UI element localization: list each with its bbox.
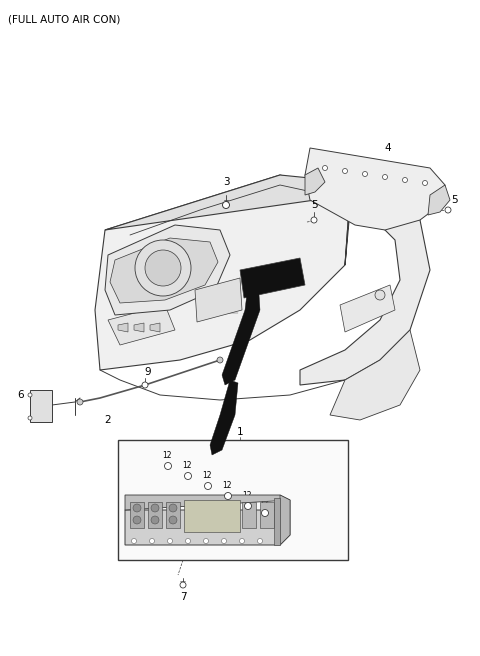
Polygon shape: [210, 380, 238, 455]
Circle shape: [225, 493, 231, 499]
Polygon shape: [274, 498, 280, 545]
Circle shape: [151, 516, 159, 524]
Circle shape: [383, 174, 387, 180]
Polygon shape: [195, 278, 242, 322]
Text: 12: 12: [222, 482, 231, 491]
Polygon shape: [305, 148, 445, 230]
Circle shape: [169, 504, 177, 512]
Text: 3: 3: [223, 177, 229, 187]
Text: (FULL AUTO AIR CON): (FULL AUTO AIR CON): [8, 14, 120, 24]
Circle shape: [217, 357, 223, 363]
Circle shape: [77, 399, 83, 405]
Text: 2: 2: [105, 415, 111, 425]
Polygon shape: [305, 168, 325, 195]
Polygon shape: [125, 495, 290, 510]
Polygon shape: [428, 185, 450, 215]
Circle shape: [133, 516, 141, 524]
Circle shape: [343, 169, 348, 173]
Polygon shape: [125, 500, 290, 545]
Circle shape: [28, 393, 32, 397]
Text: 1: 1: [237, 427, 243, 437]
Text: 4: 4: [384, 143, 391, 153]
Circle shape: [169, 516, 177, 524]
Circle shape: [422, 180, 428, 186]
Polygon shape: [105, 225, 230, 315]
Polygon shape: [222, 280, 260, 385]
Polygon shape: [134, 323, 144, 332]
Text: 12: 12: [202, 472, 212, 480]
Circle shape: [244, 502, 252, 510]
Polygon shape: [166, 502, 180, 528]
Circle shape: [165, 462, 171, 470]
Polygon shape: [242, 502, 256, 528]
Circle shape: [311, 217, 317, 223]
Polygon shape: [330, 330, 420, 420]
Polygon shape: [105, 175, 380, 230]
Circle shape: [323, 165, 327, 171]
Polygon shape: [150, 323, 160, 332]
Circle shape: [132, 539, 136, 544]
Circle shape: [151, 504, 159, 512]
Circle shape: [149, 539, 155, 544]
Circle shape: [403, 178, 408, 182]
Text: 5: 5: [452, 195, 458, 205]
Polygon shape: [260, 502, 274, 528]
Circle shape: [180, 582, 186, 588]
Text: 6: 6: [17, 390, 24, 400]
Polygon shape: [108, 305, 175, 345]
Circle shape: [135, 240, 191, 296]
Text: 7: 7: [180, 592, 186, 602]
Circle shape: [28, 416, 32, 420]
Circle shape: [262, 510, 268, 516]
Polygon shape: [95, 175, 350, 370]
Circle shape: [145, 250, 181, 286]
Circle shape: [221, 539, 227, 544]
Circle shape: [445, 207, 451, 213]
Polygon shape: [240, 258, 305, 298]
Text: 12: 12: [259, 499, 268, 508]
Circle shape: [184, 472, 192, 480]
Circle shape: [204, 483, 212, 489]
Circle shape: [133, 504, 141, 512]
Circle shape: [362, 171, 368, 176]
Polygon shape: [148, 502, 162, 528]
Circle shape: [168, 539, 172, 544]
Circle shape: [240, 539, 244, 544]
Circle shape: [257, 539, 263, 544]
Text: 12: 12: [182, 462, 192, 470]
Polygon shape: [130, 502, 144, 528]
Polygon shape: [280, 495, 290, 545]
Circle shape: [375, 290, 385, 300]
Text: 5: 5: [311, 200, 317, 210]
Bar: [30, 390, 52, 422]
Circle shape: [204, 539, 208, 544]
Circle shape: [223, 201, 229, 209]
Polygon shape: [340, 285, 395, 332]
Text: 12: 12: [162, 451, 171, 461]
Polygon shape: [300, 185, 430, 385]
Circle shape: [185, 539, 191, 544]
Text: 12: 12: [242, 491, 252, 501]
Polygon shape: [118, 323, 128, 332]
Polygon shape: [184, 500, 240, 532]
Text: 9: 9: [144, 367, 151, 377]
Circle shape: [142, 382, 148, 388]
Polygon shape: [110, 238, 218, 303]
Bar: [118, 440, 348, 560]
